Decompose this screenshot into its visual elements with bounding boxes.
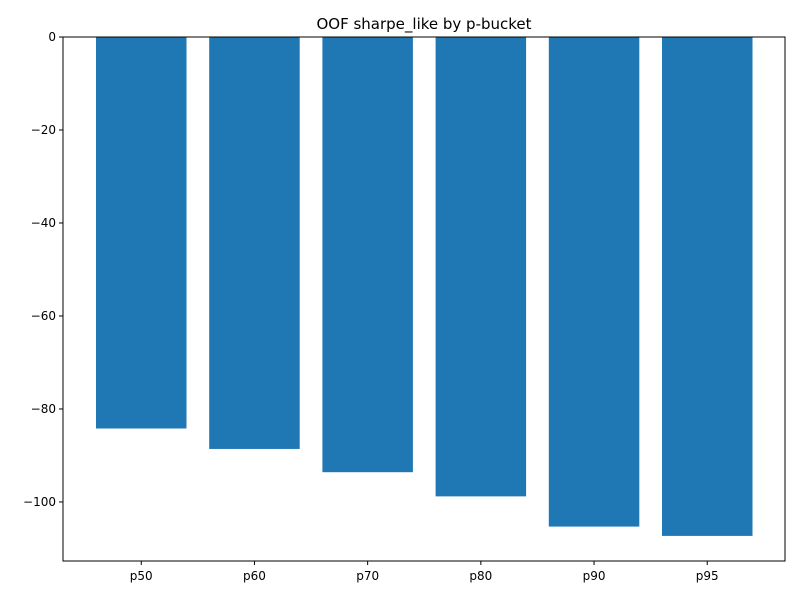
- bar-p90: [548, 37, 640, 527]
- bar-p60: [209, 37, 300, 449]
- x-tick-label: p50: [130, 569, 153, 583]
- bar-p80: [435, 37, 527, 497]
- y-tick-label: −80: [31, 402, 56, 416]
- bar-p95: [662, 37, 753, 536]
- y-tick-label: −20: [31, 123, 56, 137]
- plot-frame: [62, 36, 786, 562]
- x-tick-label: p90: [583, 569, 606, 583]
- y-tick-label: −60: [31, 309, 56, 323]
- axes-group: 0 −20 −40 −60 −80 −100 p50 p60 p70 p80 p90 p95: [23, 30, 786, 583]
- x-tick-label: p70: [356, 569, 379, 583]
- bar-p70: [322, 37, 413, 473]
- x-tick-label: p80: [469, 569, 492, 583]
- chart-title: OOF sharpe_like by p-bucket: [316, 15, 531, 34]
- x-tick-label: p60: [243, 569, 266, 583]
- y-tick-label: 0: [48, 30, 56, 44]
- y-tick-label: −40: [31, 216, 56, 230]
- y-tick-label: −100: [23, 495, 56, 509]
- bar-p50: [96, 37, 187, 429]
- x-tick-label: p95: [696, 569, 719, 583]
- bars-group: [96, 37, 753, 536]
